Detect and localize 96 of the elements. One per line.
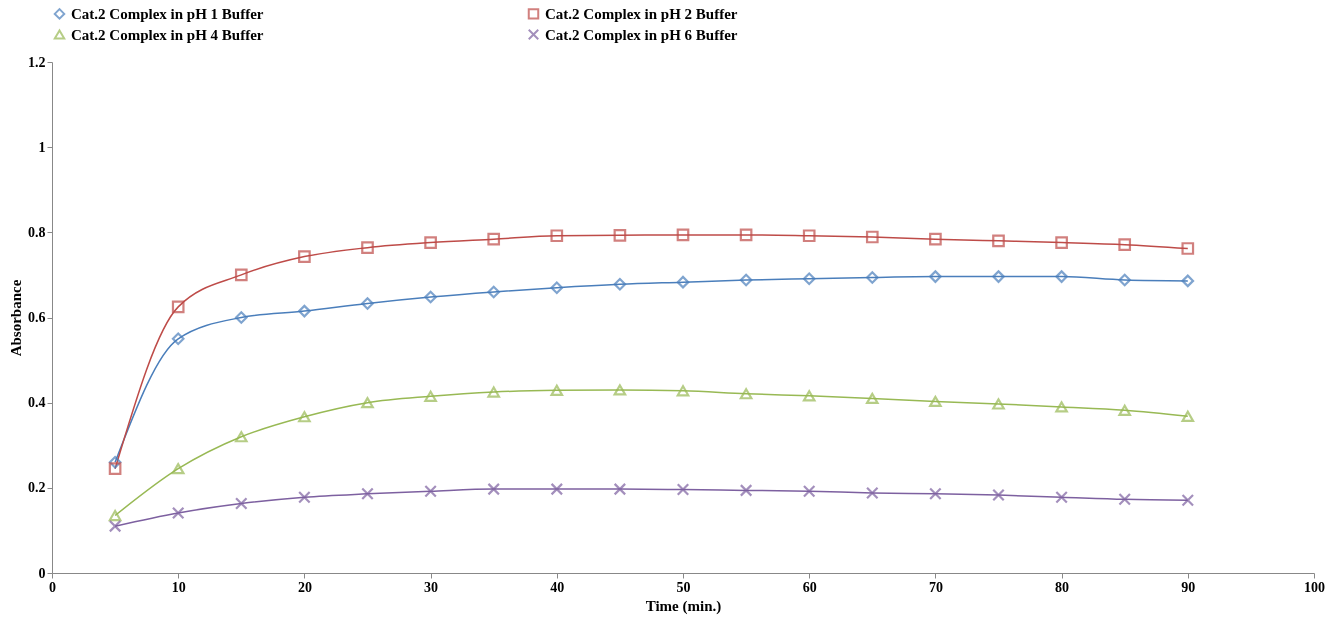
point [1118, 238, 1132, 252]
point [1118, 404, 1132, 416]
point [1181, 410, 1195, 422]
point [676, 385, 690, 397]
y-tick-label: 0.2 [28, 480, 46, 496]
point [865, 230, 879, 244]
y-tick-label: 0.4 [28, 395, 46, 411]
point [108, 462, 122, 476]
y-tick-label: 1 [38, 139, 46, 155]
point [424, 236, 437, 249]
point [1181, 493, 1195, 507]
point [739, 388, 753, 400]
x-tick-label: 60 [802, 579, 817, 595]
point [613, 228, 627, 242]
point [929, 270, 942, 283]
point [1055, 270, 1068, 283]
x-tick-label: 40 [550, 579, 565, 595]
point [613, 482, 627, 496]
point [865, 392, 879, 405]
point [613, 277, 627, 291]
legend-label: Cat.2 Complex in pH 6 Buffer [545, 26, 738, 43]
x-tick-label: 80 [1055, 579, 1070, 595]
point [802, 484, 816, 498]
point [802, 390, 816, 402]
x-tick-label: 100 [1304, 579, 1325, 595]
x-tick-label: 30 [424, 579, 439, 595]
point [865, 486, 879, 500]
point [992, 270, 1005, 283]
point [424, 290, 437, 304]
point [992, 398, 1005, 410]
point [171, 300, 185, 314]
y-tick-label: 0.8 [28, 224, 46, 240]
point [234, 268, 248, 282]
point [550, 229, 564, 243]
point [1181, 242, 1195, 255]
x-axis-title: Time (min.) [645, 597, 722, 615]
point [929, 395, 942, 408]
point [550, 281, 564, 295]
point [298, 490, 311, 504]
point [361, 487, 374, 501]
point [992, 234, 1005, 248]
point [1118, 273, 1132, 287]
point [739, 228, 753, 242]
point [1055, 401, 1068, 413]
point [424, 484, 437, 498]
point [802, 272, 816, 286]
y-axis-title: Absorbance [8, 279, 24, 357]
point [802, 229, 816, 243]
point [1055, 490, 1068, 504]
point [929, 487, 942, 501]
point [171, 506, 185, 520]
x-tick-label: 90 [1181, 579, 1196, 595]
point [487, 386, 501, 398]
legend-label: Cat.2 Complex in pH 1 Buffer [71, 5, 264, 22]
point [992, 488, 1005, 502]
point [676, 275, 690, 289]
point [108, 519, 122, 533]
point [929, 232, 942, 246]
point [298, 411, 311, 423]
y-tick-label: 0 [38, 565, 46, 581]
point [739, 484, 753, 497]
legend-label: Cat.2 Complex in pH 2 Buffer [545, 5, 738, 22]
point [550, 482, 564, 496]
point [171, 463, 185, 475]
point [865, 271, 879, 284]
point [298, 250, 311, 263]
point [550, 384, 564, 396]
legend-label: Cat.2 Complex in pH 4 Buffer [71, 26, 264, 43]
point [487, 285, 501, 299]
point [298, 304, 311, 318]
point [1055, 236, 1068, 249]
point [1118, 492, 1132, 506]
point [487, 232, 501, 246]
x-tick-label: 70 [928, 579, 943, 595]
point [739, 273, 753, 287]
point [234, 431, 248, 443]
x-tick-label: 50 [676, 579, 691, 595]
point [613, 384, 627, 396]
point [424, 390, 437, 402]
y-tick-label: 1.2 [28, 54, 46, 70]
point [1181, 274, 1195, 288]
y-tick-label: 0.6 [28, 310, 46, 325]
point [361, 297, 374, 310]
point [108, 455, 122, 469]
point [487, 482, 501, 496]
x-tick-label: 0 [49, 579, 56, 595]
point [171, 332, 185, 346]
point [676, 483, 690, 496]
point [234, 311, 248, 324]
x-tick-label: 10 [171, 579, 186, 595]
point [234, 497, 248, 510]
point [361, 241, 374, 255]
point [361, 397, 374, 409]
point [676, 228, 690, 242]
x-tick-label: 20 [297, 579, 312, 595]
point [108, 509, 122, 522]
